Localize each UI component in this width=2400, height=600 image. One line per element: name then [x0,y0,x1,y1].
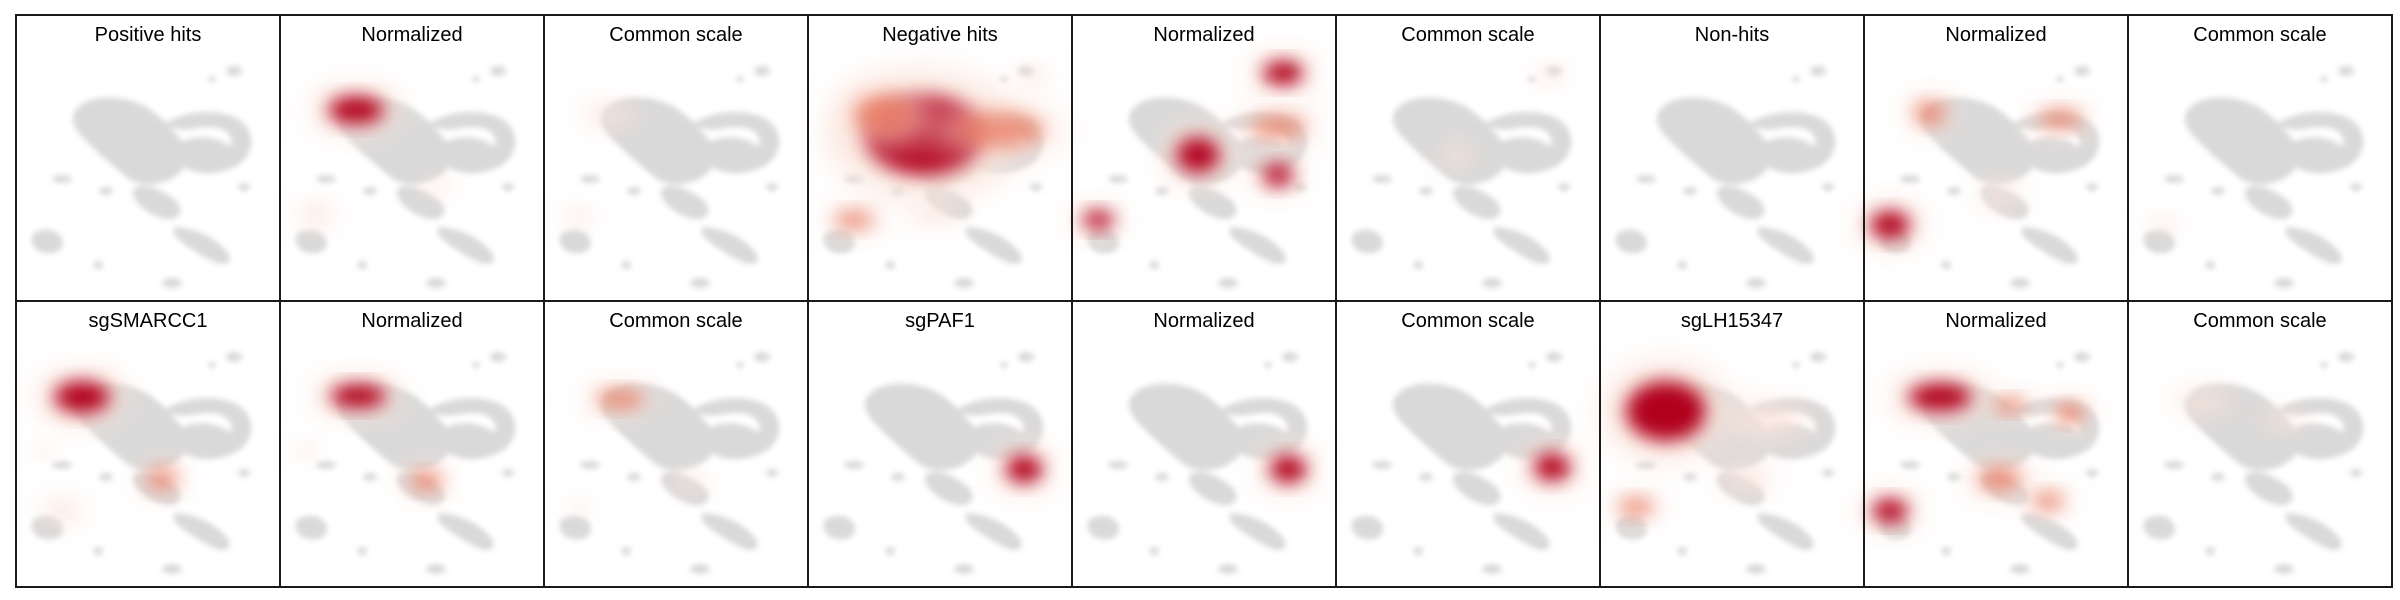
density-hotspot [914,207,954,223]
density-hotspot [1870,211,1910,239]
density-hotspot [1994,397,2026,413]
umap-background [1351,66,1572,288]
density-hotspot [54,381,110,413]
density-hotspot [330,384,386,408]
density-hotspot [2180,389,2228,413]
density-hotspot [2038,109,2082,129]
density-hotspot [1872,499,1908,523]
density-hotspot [588,105,632,125]
panel-title: Normalized [1945,24,2046,46]
density-hotspot [32,445,52,457]
density-hotspot [1020,67,1044,83]
density-panel: Common scale [2127,300,2393,588]
density-hotspot [1984,185,2016,205]
density-hotspot [834,210,874,230]
density-hotspot [46,501,78,521]
panel-title: Non-hits [1695,24,1769,46]
density-hotspot [1006,455,1042,483]
density-hotspot [1082,210,1114,230]
panel-title: sgSMARCC1 [89,310,208,332]
density-panel: Positive hits [15,14,281,302]
panel-title: sgPAF1 [905,310,975,332]
density-panel: Normalized [279,14,545,302]
density-hotspot [676,475,704,491]
density-panel: Common scale [2127,14,2393,302]
density-hotspot [296,445,316,457]
density-hotspot [1618,497,1654,517]
panel-title: Normalized [1153,24,1254,46]
density-hotspot [1262,163,1294,187]
panel-title: Positive hits [95,24,202,46]
density-hotspot [1726,469,1766,489]
density-hotspot [1914,101,1946,125]
umap-background [31,66,252,288]
umap-background [2143,352,2364,574]
density-hotspot [1736,407,1796,435]
panel-title: Common scale [1401,24,1534,46]
density-hotspot [2056,403,2084,423]
umap-background [2143,66,2364,288]
density-hotspot [328,96,384,124]
density-hotspot [146,467,178,491]
panel-title: Normalized [1153,310,1254,332]
density-panel: Common scale [1335,300,1601,588]
panel-border [2127,300,2393,588]
density-hotspot [2152,217,2176,233]
umap-background [1615,66,1836,288]
density-panel: Common scale [543,300,809,588]
density-hotspot [1443,143,1471,167]
density-hotspot [1176,137,1220,173]
panel-title: Common scale [2193,24,2326,46]
panel-title: Common scale [1401,310,1534,332]
density-panel: Normalized [1858,14,2129,302]
density-hotspot [1250,115,1306,139]
panel-title: Normalized [361,24,462,46]
density-hotspot [1263,61,1303,85]
density-panel: sgPAF1 [807,300,1073,588]
density-hotspot [1534,453,1570,481]
density-hotspot [1908,383,1972,411]
panel-title: Normalized [361,310,462,332]
panel-title: Common scale [609,310,742,332]
density-hotspot [1538,67,1562,83]
umap-background [559,66,780,288]
panel-title: Negative hits [882,24,998,46]
density-panel: Normalized [1071,14,1337,302]
density-hotspot [1978,467,2022,491]
density-hotspot [1626,381,1706,441]
density-panel: Non-hits [1599,14,1865,302]
density-hotspot [410,471,442,491]
density-hotspot [570,500,590,512]
density-hotspot [424,180,448,194]
density-hotspot [566,209,590,225]
umap-background [559,352,780,574]
density-panel: Common scale [543,14,809,302]
density-panel: Common scale [1335,14,1601,302]
density-panel: sgSMARCC1 [15,300,281,588]
density-hotspot [1270,455,1306,483]
density-hotspot [596,389,644,409]
density-panel: Normalized [279,300,545,588]
density-panel: Negative hits [807,14,1073,302]
panel-title: Normalized [1945,310,2046,332]
density-hotspot [954,112,1044,148]
density-panel: sgLH15347 [1599,300,1865,588]
panel-title: Common scale [2193,310,2326,332]
density-panel: Normalized [1861,300,2129,588]
panel-title: Common scale [609,24,742,46]
density-panel: Normalized [1071,300,1337,588]
density-hotspot [2032,491,2064,511]
panel-title: sgLH15347 [1681,310,1783,332]
density-hotspot [854,95,914,135]
density-hotspot [302,206,330,224]
density-hotspot [2264,411,2304,431]
